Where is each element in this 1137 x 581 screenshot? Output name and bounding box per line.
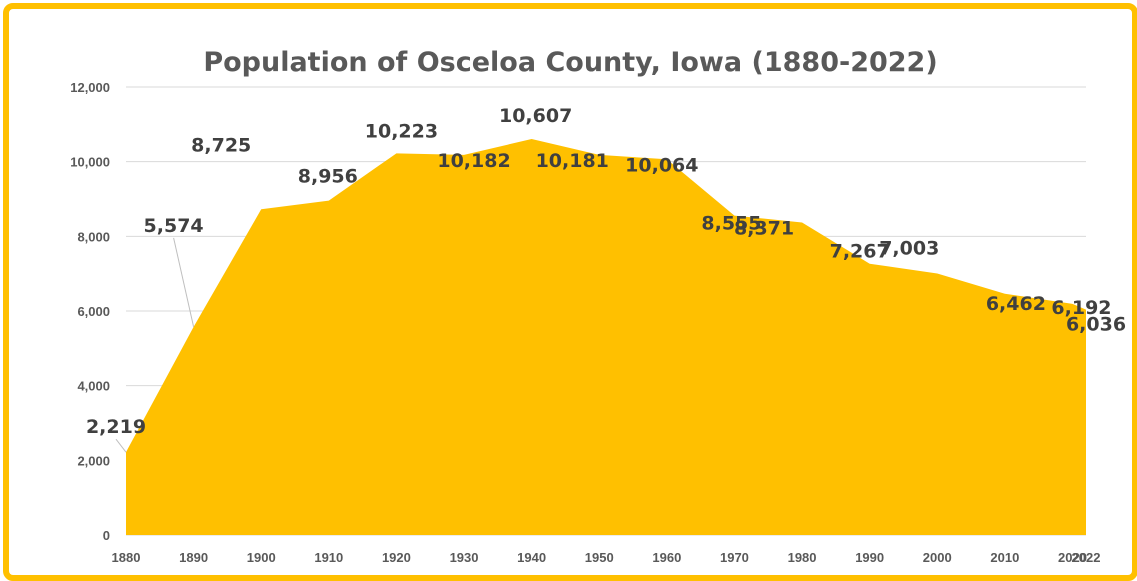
data-label: 8,956: [298, 166, 358, 188]
area-series: [126, 139, 1086, 535]
data-label: 10,182: [437, 150, 510, 172]
data-label: 7,267: [830, 241, 890, 263]
data-label: 8,555: [701, 213, 761, 235]
x-tick-label: 1920: [382, 550, 411, 565]
x-tick-label: 2000: [923, 550, 952, 565]
y-tick-label: 6,000: [77, 304, 110, 319]
x-tick-label: 1990: [855, 550, 884, 565]
data-label: 6,036: [1066, 314, 1126, 336]
data-label: 5,574: [144, 215, 204, 237]
y-axis-ticks: 0 2,000 4,000 6,000 8,000 10,000 12,000: [70, 80, 110, 543]
leader-line: [115, 438, 127, 453]
data-label: 8,371: [734, 217, 794, 239]
data-label: 10,064: [625, 154, 698, 176]
data-label: 10,181: [536, 150, 609, 172]
chart-frame: Population of Osceloa County, Iowa (1880…: [3, 3, 1137, 581]
x-tick-label: 1890: [179, 550, 208, 565]
data-label: 8,725: [191, 134, 251, 156]
x-tick-label: 1880: [112, 550, 141, 565]
data-label: 6,192: [1051, 297, 1111, 319]
leader-lines: [115, 237, 195, 453]
area-fill: [126, 139, 1086, 535]
y-tick-label: 0: [103, 528, 110, 543]
data-label: 6,462: [986, 293, 1046, 315]
leader-line: [173, 237, 195, 328]
x-tick-label: 1970: [720, 550, 749, 565]
x-tick-label: 1930: [450, 550, 479, 565]
y-tick-label: 2,000: [77, 453, 110, 468]
x-tick-label: 1960: [652, 550, 681, 565]
y-tick-label: 10,000: [70, 155, 110, 170]
data-labels: 2,219 5,574 8,725 8,956 10,223 10,182 10,607 10…: [86, 105, 1126, 438]
x-tick-label: 1980: [788, 550, 817, 565]
x-tick-label: 1900: [247, 550, 276, 565]
data-label: 10,607: [499, 105, 572, 127]
x-tick-label: 2020: [1058, 550, 1087, 565]
x-tick-label: 1910: [314, 550, 343, 565]
y-tick-label: 12,000: [70, 80, 110, 95]
x-axis-ticks: 1880 1890 1900 1910 1920 1930 1940 1950 1960 1970…: [112, 550, 1101, 565]
y-tick-label: 4,000: [77, 379, 110, 394]
x-tick-label: 1950: [585, 550, 614, 565]
x-tick-label: 2010: [990, 550, 1019, 565]
chart-title: Population of Osceloa County, Iowa (1880…: [203, 47, 938, 78]
x-tick-label: 2022: [1072, 550, 1101, 565]
data-label: 7,003: [879, 238, 939, 260]
y-tick-label: 8,000: [77, 229, 110, 244]
data-label: 10,223: [365, 120, 438, 142]
data-label: 2,219: [86, 416, 146, 438]
x-tick-label: 1940: [517, 550, 546, 565]
